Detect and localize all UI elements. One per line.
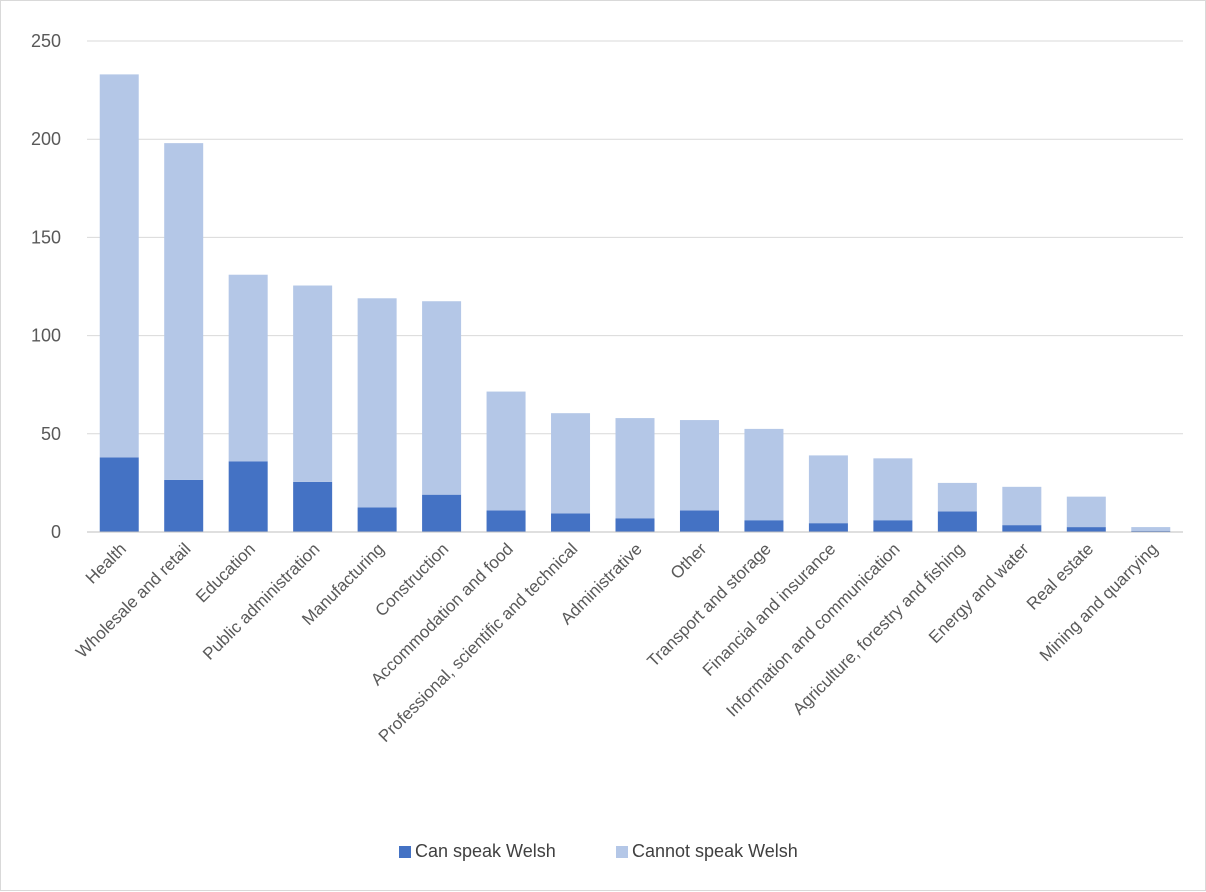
y-tick-label: 50 xyxy=(41,424,61,444)
bar-segment-cannot-speak-welsh xyxy=(422,301,462,495)
y-tick-label: 150 xyxy=(31,227,61,247)
bar-segment-cannot-speak-welsh xyxy=(293,285,333,482)
bar-segment-can-speak-welsh xyxy=(228,461,268,532)
bar-segment-can-speak-welsh xyxy=(615,518,655,532)
legend-label: Can speak Welsh xyxy=(415,841,556,861)
bar-segment-can-speak-welsh xyxy=(164,479,204,532)
bar-segment-cannot-speak-welsh xyxy=(615,418,655,519)
gridlines xyxy=(87,40,1183,435)
legend-swatch xyxy=(616,846,628,858)
bar-segment-can-speak-welsh xyxy=(293,481,333,532)
bar-segment-can-speak-welsh xyxy=(1002,525,1042,532)
category-label: Financial and insurance xyxy=(699,539,839,679)
bar-segment-can-speak-welsh xyxy=(744,520,784,532)
bar-segment-cannot-speak-welsh xyxy=(679,420,719,511)
legend-label: Cannot speak Welsh xyxy=(632,841,798,861)
category-label: Health xyxy=(82,539,130,587)
bar-segment-cannot-speak-welsh xyxy=(1131,527,1171,532)
bar-segment-can-speak-welsh xyxy=(486,510,526,532)
bar-segment-cannot-speak-welsh xyxy=(937,482,977,512)
y-axis-tick-labels: 0 50 100 150 200 250 xyxy=(31,31,61,542)
bar-segment-can-speak-welsh xyxy=(873,520,913,532)
bar-segment-cannot-speak-welsh xyxy=(486,391,526,511)
category-label: Transport and storage xyxy=(644,539,775,670)
bar-segment-cannot-speak-welsh xyxy=(873,458,913,521)
bar-segment-cannot-speak-welsh xyxy=(357,298,397,508)
y-tick-label: 0 xyxy=(51,522,61,542)
bar-segment-can-speak-welsh xyxy=(937,511,977,532)
legend-swatch xyxy=(399,846,411,858)
bar-segment-can-speak-welsh xyxy=(422,494,462,532)
category-label: Education xyxy=(192,539,259,606)
legend: Can speak Welsh Cannot speak Welsh xyxy=(399,841,798,861)
category-label: Mining and quarrying xyxy=(1036,539,1162,665)
bar-segment-cannot-speak-welsh xyxy=(1002,486,1042,526)
bar-segment-can-speak-welsh xyxy=(357,507,397,532)
bar-segment-can-speak-welsh xyxy=(99,457,139,532)
bar-segment-cannot-speak-welsh xyxy=(99,74,139,458)
y-tick-label: 200 xyxy=(31,129,61,149)
category-label: Other xyxy=(667,539,711,583)
bar-segment-can-speak-welsh xyxy=(679,510,719,532)
category-label: Public administration xyxy=(199,539,323,663)
y-tick-label: 250 xyxy=(31,31,61,51)
bars xyxy=(99,74,1171,532)
bar-segment-cannot-speak-welsh xyxy=(164,143,204,480)
bar-segment-can-speak-welsh xyxy=(1066,527,1106,532)
bar-segment-cannot-speak-welsh xyxy=(744,428,784,521)
bar-segment-can-speak-welsh xyxy=(808,523,848,532)
bar-segment-can-speak-welsh xyxy=(551,513,591,532)
bar-segment-cannot-speak-welsh xyxy=(1066,496,1106,528)
bar-segment-cannot-speak-welsh xyxy=(551,413,591,514)
bar-segment-cannot-speak-welsh xyxy=(228,274,268,462)
category-label: Wholesale and retail xyxy=(72,539,194,661)
bar-segment-cannot-speak-welsh xyxy=(808,455,848,524)
y-tick-label: 100 xyxy=(31,326,61,346)
